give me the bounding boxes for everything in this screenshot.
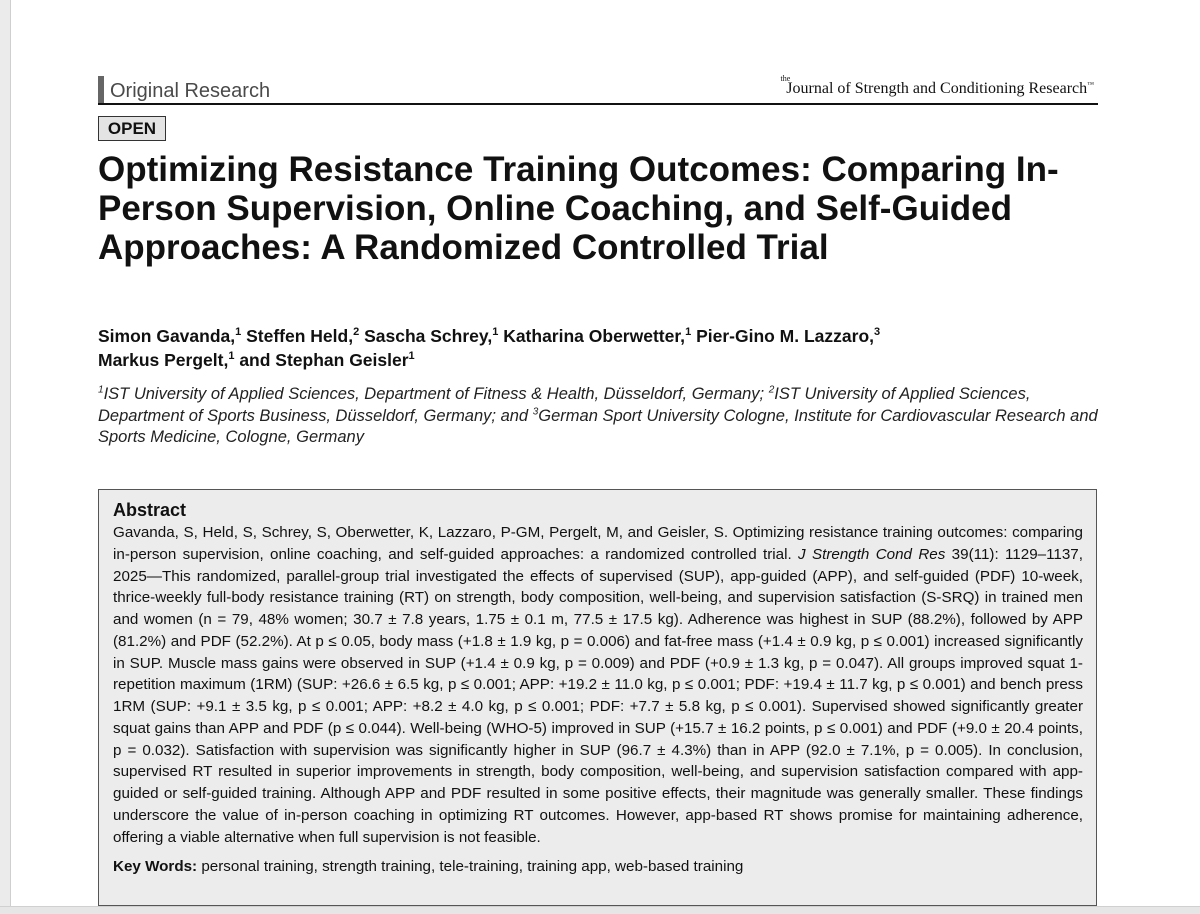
abstract-box: Abstract Gavanda, S, Held, S, Schrey, S,… — [98, 489, 1097, 906]
abstract-journal-abbrev: J Strength Cond Res — [798, 545, 946, 563]
abstract-text: Gavanda, S, Held, S, Schrey, S, Oberwett… — [113, 522, 1083, 848]
affiliation-text: German Sport University Cologne, Institu… — [98, 406, 1098, 447]
author-name: Markus Pergelt, — [98, 350, 229, 370]
author-name: and Stephan Geisler — [239, 350, 409, 370]
affiliation-number: 2 — [768, 384, 775, 396]
author-name: Katharina Oberwetter, — [503, 326, 686, 346]
keywords-label: Key Words: — [113, 858, 198, 876]
abstract-citation-lead: Gavanda, S, Held, S, Schrey, S, Oberwett… — [113, 524, 1083, 563]
abstract-heading: Abstract — [113, 500, 187, 520]
author-affiliation-mark: 1 — [492, 326, 499, 339]
author-affiliation-mark: 3 — [874, 326, 881, 339]
affiliation-text: IST University of Applied Sciences, Depa… — [103, 385, 769, 403]
keywords: Key Words: personal training, strength t… — [113, 856, 1083, 878]
section-label: Original Research — [98, 76, 270, 103]
author-name: Simon Gavanda, — [98, 326, 236, 346]
abstract-citation-rest: 39(11): 1129–1137, 2025— — [113, 545, 1083, 585]
affiliations: 1IST University of Applied Sciences, Dep… — [98, 384, 1108, 449]
author-list: Simon Gavanda,1 Steffen Held,2 Sascha Sc… — [98, 324, 1098, 372]
affiliation-number: 1 — [98, 384, 104, 396]
author-affiliation-mark: 1 — [685, 326, 692, 339]
viewer-bottom-edge — [0, 906, 1200, 914]
viewer-left-edge — [0, 0, 11, 914]
keywords-text: personal training, strength training, te… — [201, 858, 744, 876]
author-name: Steffen Held, — [246, 326, 354, 346]
author-name: Sascha Schrey, — [364, 326, 493, 346]
section-label-text: Original Research — [110, 80, 271, 102]
journal-logo-name: Journal of Strength and Conditioning Res… — [786, 80, 1088, 97]
article-title: Optimizing Resistance Training Outcomes:… — [98, 150, 1059, 267]
page-header: Original Research theJournal of Strength… — [98, 74, 1098, 105]
author-affiliation-mark: 1 — [235, 326, 242, 339]
author-name: Pier-Gino M. Lazzaro, — [696, 326, 875, 346]
affiliation-number: 3 — [532, 406, 539, 417]
journal-logo-tm: ™ — [1087, 80, 1094, 89]
journal-logo-the: the — [780, 74, 791, 83]
section-bar — [98, 76, 104, 103]
author-affiliation-mark: 1 — [408, 350, 415, 363]
open-access-badge: OPEN — [98, 116, 166, 141]
affiliation-text: IST University of Applied Sciences, Depa… — [98, 385, 1031, 425]
author-affiliation-mark: 2 — [353, 326, 360, 339]
journal-logo: theJournal of Strength and Conditioning … — [781, 74, 1095, 98]
author-affiliation-mark: 1 — [228, 350, 235, 363]
abstract-body: This randomized, parallel-group trial in… — [113, 567, 1083, 846]
